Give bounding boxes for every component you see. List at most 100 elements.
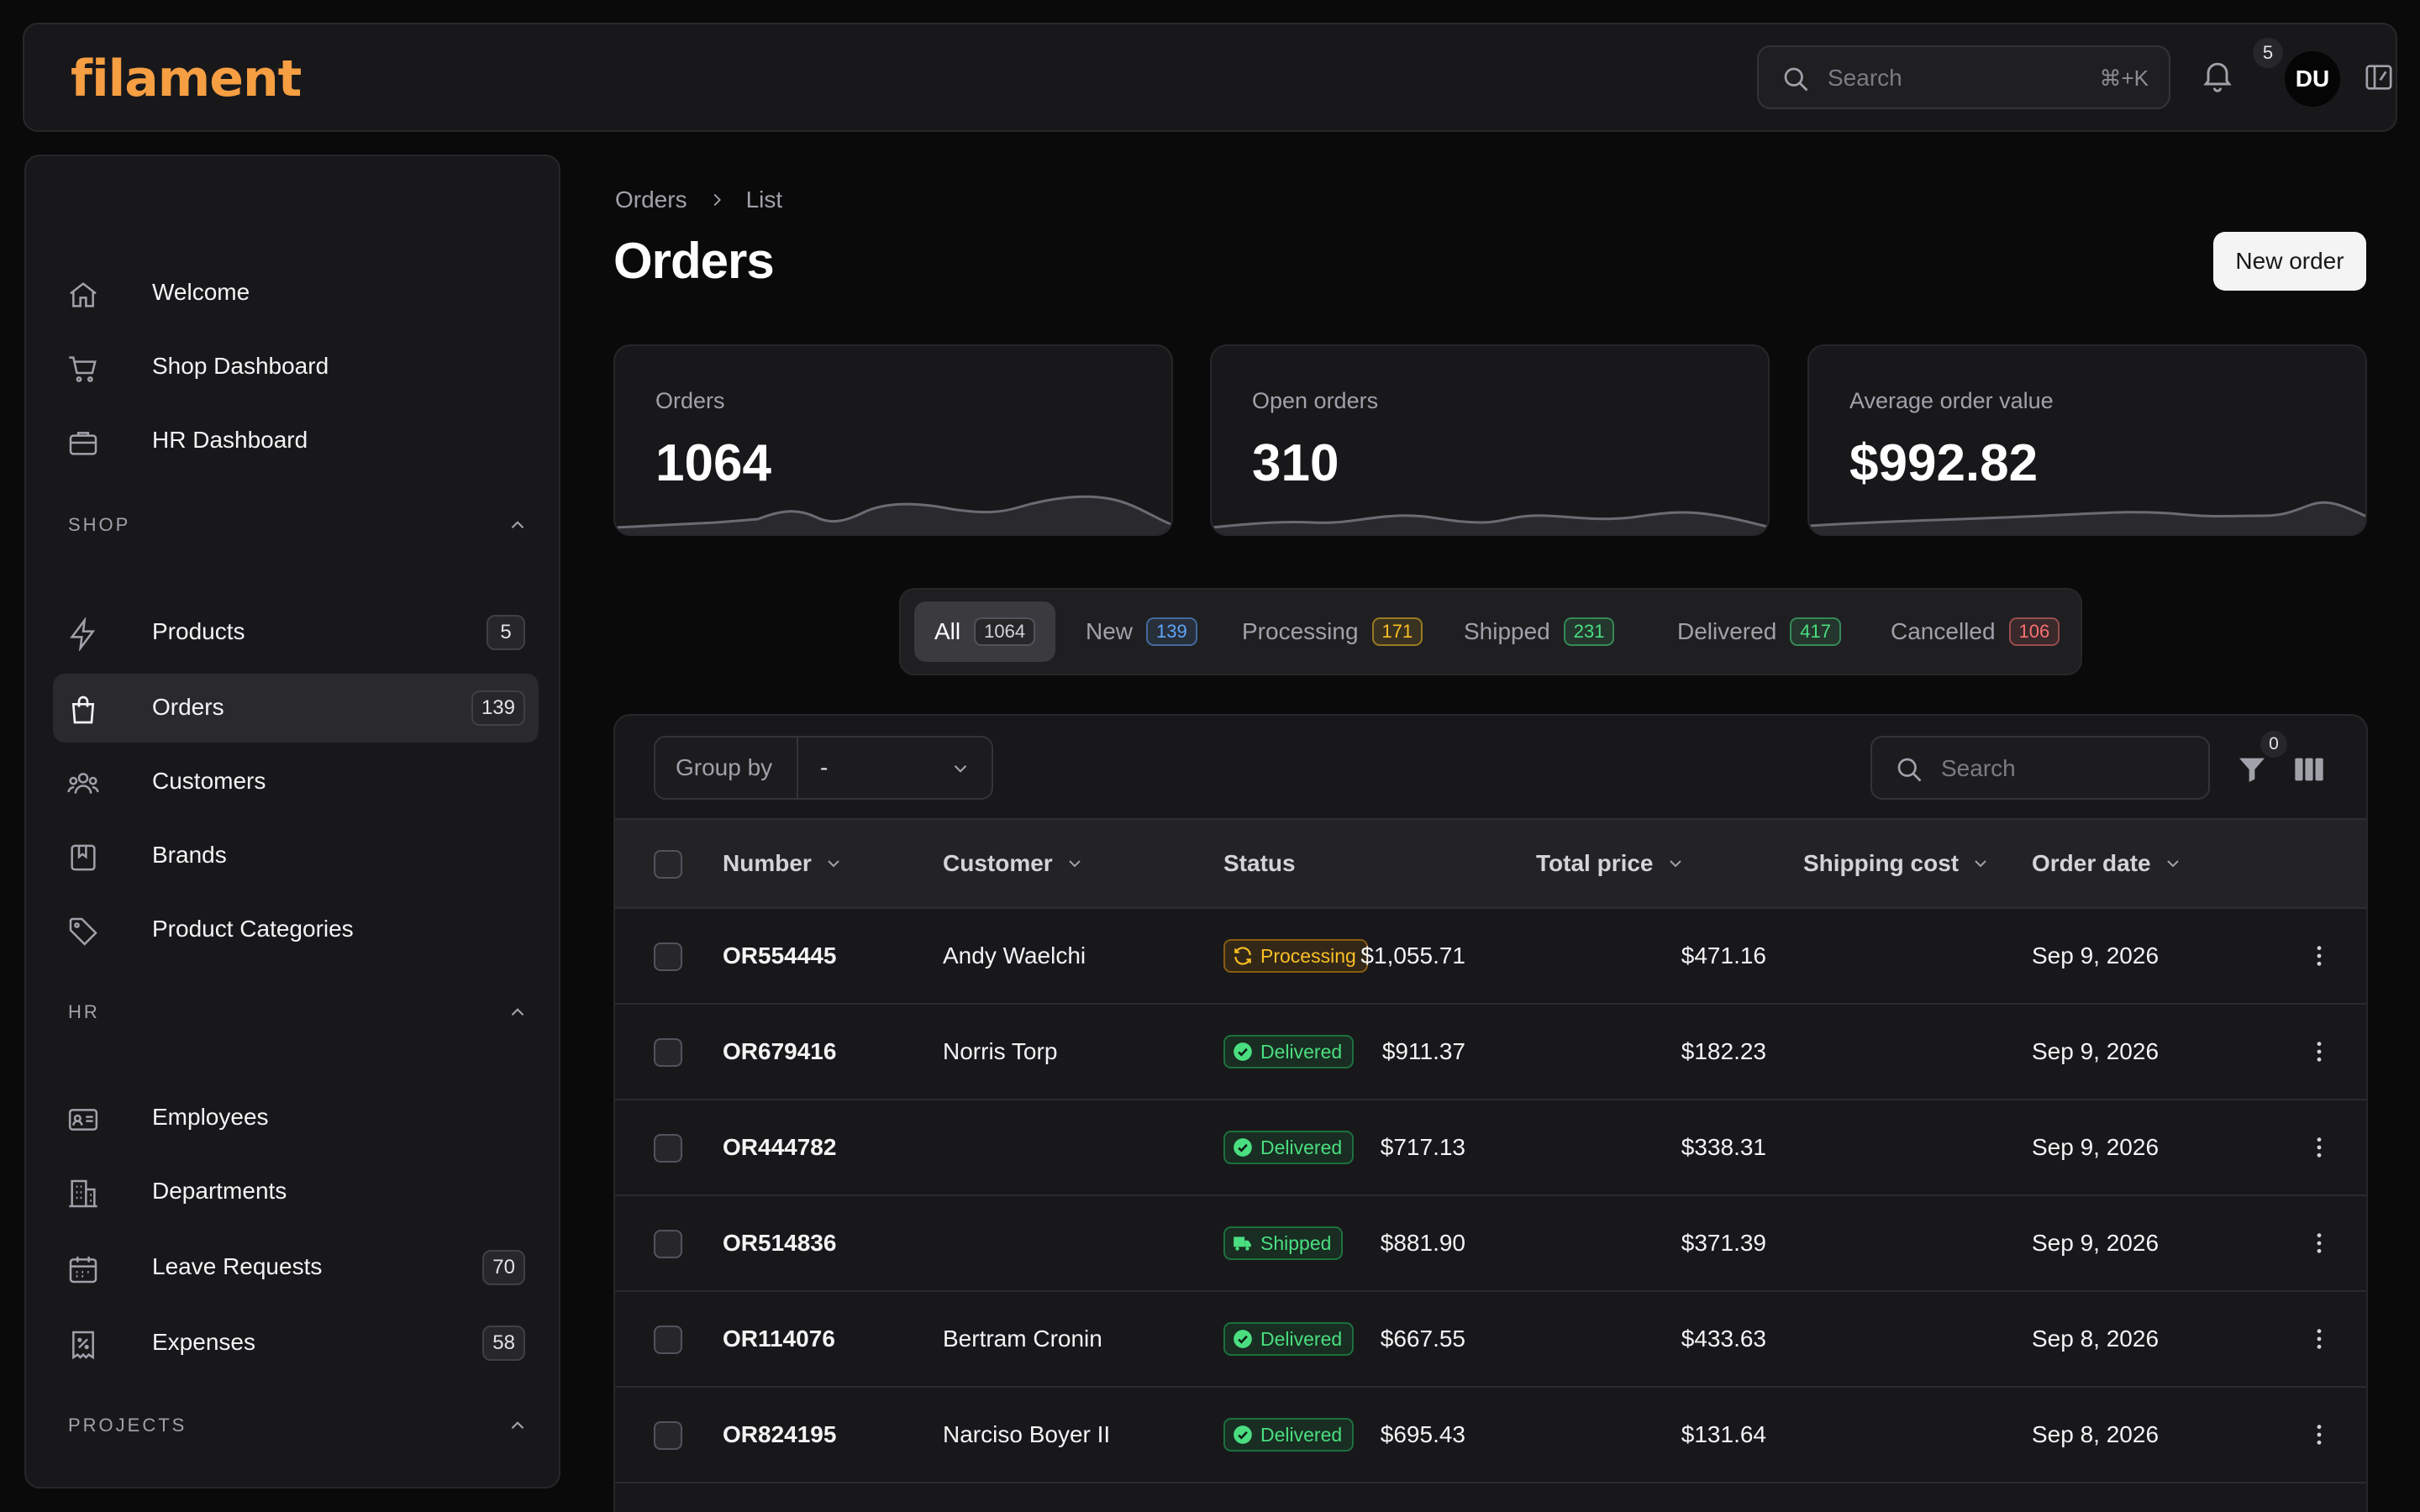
more-vertical-icon[interactable] — [2306, 942, 2333, 969]
table-row[interactable]: OR554445 Andy Waelchi Processing $1,055.… — [615, 909, 2366, 1005]
filter-icon[interactable] — [2235, 753, 2269, 786]
sidebar-item-customers[interactable]: Customers — [53, 748, 539, 816]
user-avatar[interactable]: DU — [2285, 51, 2340, 107]
sidebar-count-badge: 70 — [482, 1250, 525, 1285]
group-label: SHOP — [68, 514, 131, 535]
column-header-total-price[interactable]: Total price — [1536, 850, 1686, 877]
tab-all[interactable]: All 1064 — [914, 601, 1056, 662]
sidebar-item-label: Leave Requests — [152, 1253, 323, 1279]
shipping-cost: $338.31 — [1681, 1134, 1766, 1160]
column-header-number[interactable]: Number — [723, 850, 844, 877]
sidebar-count-badge: 139 — [471, 690, 525, 726]
status-label: Delivered — [1260, 1423, 1343, 1446]
breadcrumb-orders-link[interactable]: Orders — [615, 186, 687, 213]
customer-name: Andy Waelchi — [943, 942, 1086, 969]
tab-label: Shipped — [1464, 618, 1550, 644]
app-logo[interactable]: filament — [71, 50, 302, 108]
total-price: $881.90 — [1380, 1230, 1465, 1256]
shopping-bag-icon — [66, 693, 100, 727]
more-vertical-icon[interactable] — [2306, 1326, 2333, 1352]
order-date: Sep 9, 2026 — [2032, 942, 2160, 969]
table-row[interactable]: OR114076 Bertram Cronin Delivered $667.5… — [615, 1292, 2366, 1388]
order-date: Sep 8, 2026 — [2032, 1326, 2160, 1352]
chevron-up-icon[interactable] — [507, 1001, 529, 1023]
tab-label: New — [1086, 618, 1134, 644]
more-vertical-icon[interactable] — [2306, 1134, 2333, 1161]
search-placeholder: Search — [1828, 65, 1902, 91]
tab-processing[interactable]: Processing 171 — [1222, 601, 1443, 662]
table-row[interactable]: OR679416 Norris Torp Delivered $911.37 $… — [615, 1005, 2366, 1100]
sidebar-item-welcome[interactable]: Welcome — [53, 259, 539, 328]
more-vertical-icon[interactable] — [2306, 1230, 2333, 1257]
check-circle-icon — [1234, 1138, 1252, 1157]
group-by-select[interactable]: Group by - — [654, 736, 993, 800]
row-checkbox[interactable] — [654, 1421, 682, 1450]
chevron-down-icon — [950, 758, 971, 780]
sidebar-item-departments[interactable]: Departments — [53, 1158, 539, 1226]
row-checkbox[interactable] — [654, 942, 682, 971]
sidebar-item-product-categories[interactable]: Product Categories — [53, 895, 539, 964]
truck-icon — [1234, 1236, 1251, 1251]
more-vertical-icon[interactable] — [2306, 1038, 2333, 1065]
status-badge: Processing — [1223, 939, 1368, 973]
sidebar-item-label: Departments — [152, 1178, 287, 1204]
global-search-input[interactable]: Search ⌘+K — [1757, 45, 2170, 109]
row-checkbox[interactable] — [654, 1326, 682, 1354]
tag-icon — [66, 915, 100, 948]
chevron-down-icon — [828, 860, 839, 868]
sidebar-item-leave-requests[interactable]: Leave Requests 70 — [53, 1233, 539, 1302]
table-search-input[interactable]: Search — [1870, 736, 2210, 800]
notifications-bell-icon[interactable] — [2199, 55, 2236, 95]
tab-cancelled[interactable]: Cancelled 106 — [1870, 601, 2080, 662]
column-header-shipping-cost[interactable]: Shipping cost — [1803, 850, 1991, 877]
sidebar-count-badge: 5 — [487, 615, 525, 650]
more-vertical-icon[interactable] — [2306, 1421, 2333, 1448]
table-row[interactable]: OR824195 Narciso Boyer II Delivered $695… — [615, 1388, 2366, 1483]
customer-name: Norris Torp — [943, 1038, 1058, 1064]
stat-value: $992.82 — [1849, 434, 2039, 492]
sidebar-item-employees[interactable]: Employees — [53, 1084, 539, 1152]
select-all-checkbox[interactable] — [654, 850, 682, 879]
shipping-cost: $471.16 — [1681, 942, 1766, 969]
order-date: Sep 9, 2026 — [2032, 1038, 2160, 1064]
sidebar-item-orders[interactable]: Orders 139 — [53, 674, 539, 743]
total-price: $911.37 — [1381, 1038, 1465, 1064]
sidebar-group-hr[interactable]: HR — [68, 995, 524, 1028]
sidebar-group-projects[interactable]: PROJECTS — [68, 1408, 524, 1441]
new-order-button[interactable]: New order — [2213, 232, 2366, 291]
sidebar-item-brands[interactable]: Brands — [53, 822, 539, 890]
column-label: Order date — [2032, 850, 2151, 876]
table-row[interactable]: OR444782 Delivered $717.13 $338.31 Sep 9… — [615, 1100, 2366, 1196]
tab-new[interactable]: New 139 — [1065, 601, 1218, 662]
tab-delivered[interactable]: Delivered 417 — [1657, 601, 1861, 662]
sidebar-item-shop-dashboard[interactable]: Shop Dashboard — [53, 333, 539, 402]
table-row[interactable]: OR514836 Shipped $881.90 $371.39 Sep 9, … — [615, 1196, 2366, 1292]
row-checkbox[interactable] — [654, 1134, 682, 1163]
row-checkbox[interactable] — [654, 1038, 682, 1067]
column-header-order-date[interactable]: Order date — [2032, 850, 2183, 877]
tab-count-badge: 106 — [2008, 617, 2060, 646]
row-checkbox[interactable] — [654, 1230, 682, 1258]
status-badge: Delivered — [1223, 1418, 1355, 1452]
sidebar-toggle-icon[interactable] — [2362, 60, 2396, 94]
sidebar-item-hr-dashboard[interactable]: HR Dashboard — [53, 407, 539, 475]
column-header-status: Status — [1223, 850, 1296, 877]
status-label: Delivered — [1260, 1327, 1343, 1350]
chevron-up-icon[interactable] — [507, 514, 529, 536]
chevron-up-icon[interactable] — [507, 1415, 529, 1436]
order-number: OR679416 — [723, 1038, 837, 1064]
sidebar-item-expenses[interactable]: Expenses 58 — [53, 1309, 539, 1378]
search-icon — [1781, 64, 1811, 94]
briefcase-icon — [66, 426, 100, 459]
column-label: Customer — [943, 850, 1053, 876]
bookmark-square-icon — [66, 841, 100, 874]
column-header-customer[interactable]: Customer — [943, 850, 1085, 877]
column-label: Total price — [1536, 850, 1654, 876]
sidebar-item-label: Orders — [152, 694, 224, 720]
sidebar-item-products[interactable]: Products 5 — [53, 598, 539, 667]
columns-icon[interactable] — [2292, 753, 2326, 786]
stat-card-open-orders: Open orders 310 — [1210, 344, 1770, 536]
sidebar-group-shop[interactable]: SHOP — [68, 507, 524, 541]
tab-shipped[interactable]: Shipped 231 — [1444, 601, 1634, 662]
stat-card-average-order-value: Average order value $992.82 — [1807, 344, 2367, 536]
